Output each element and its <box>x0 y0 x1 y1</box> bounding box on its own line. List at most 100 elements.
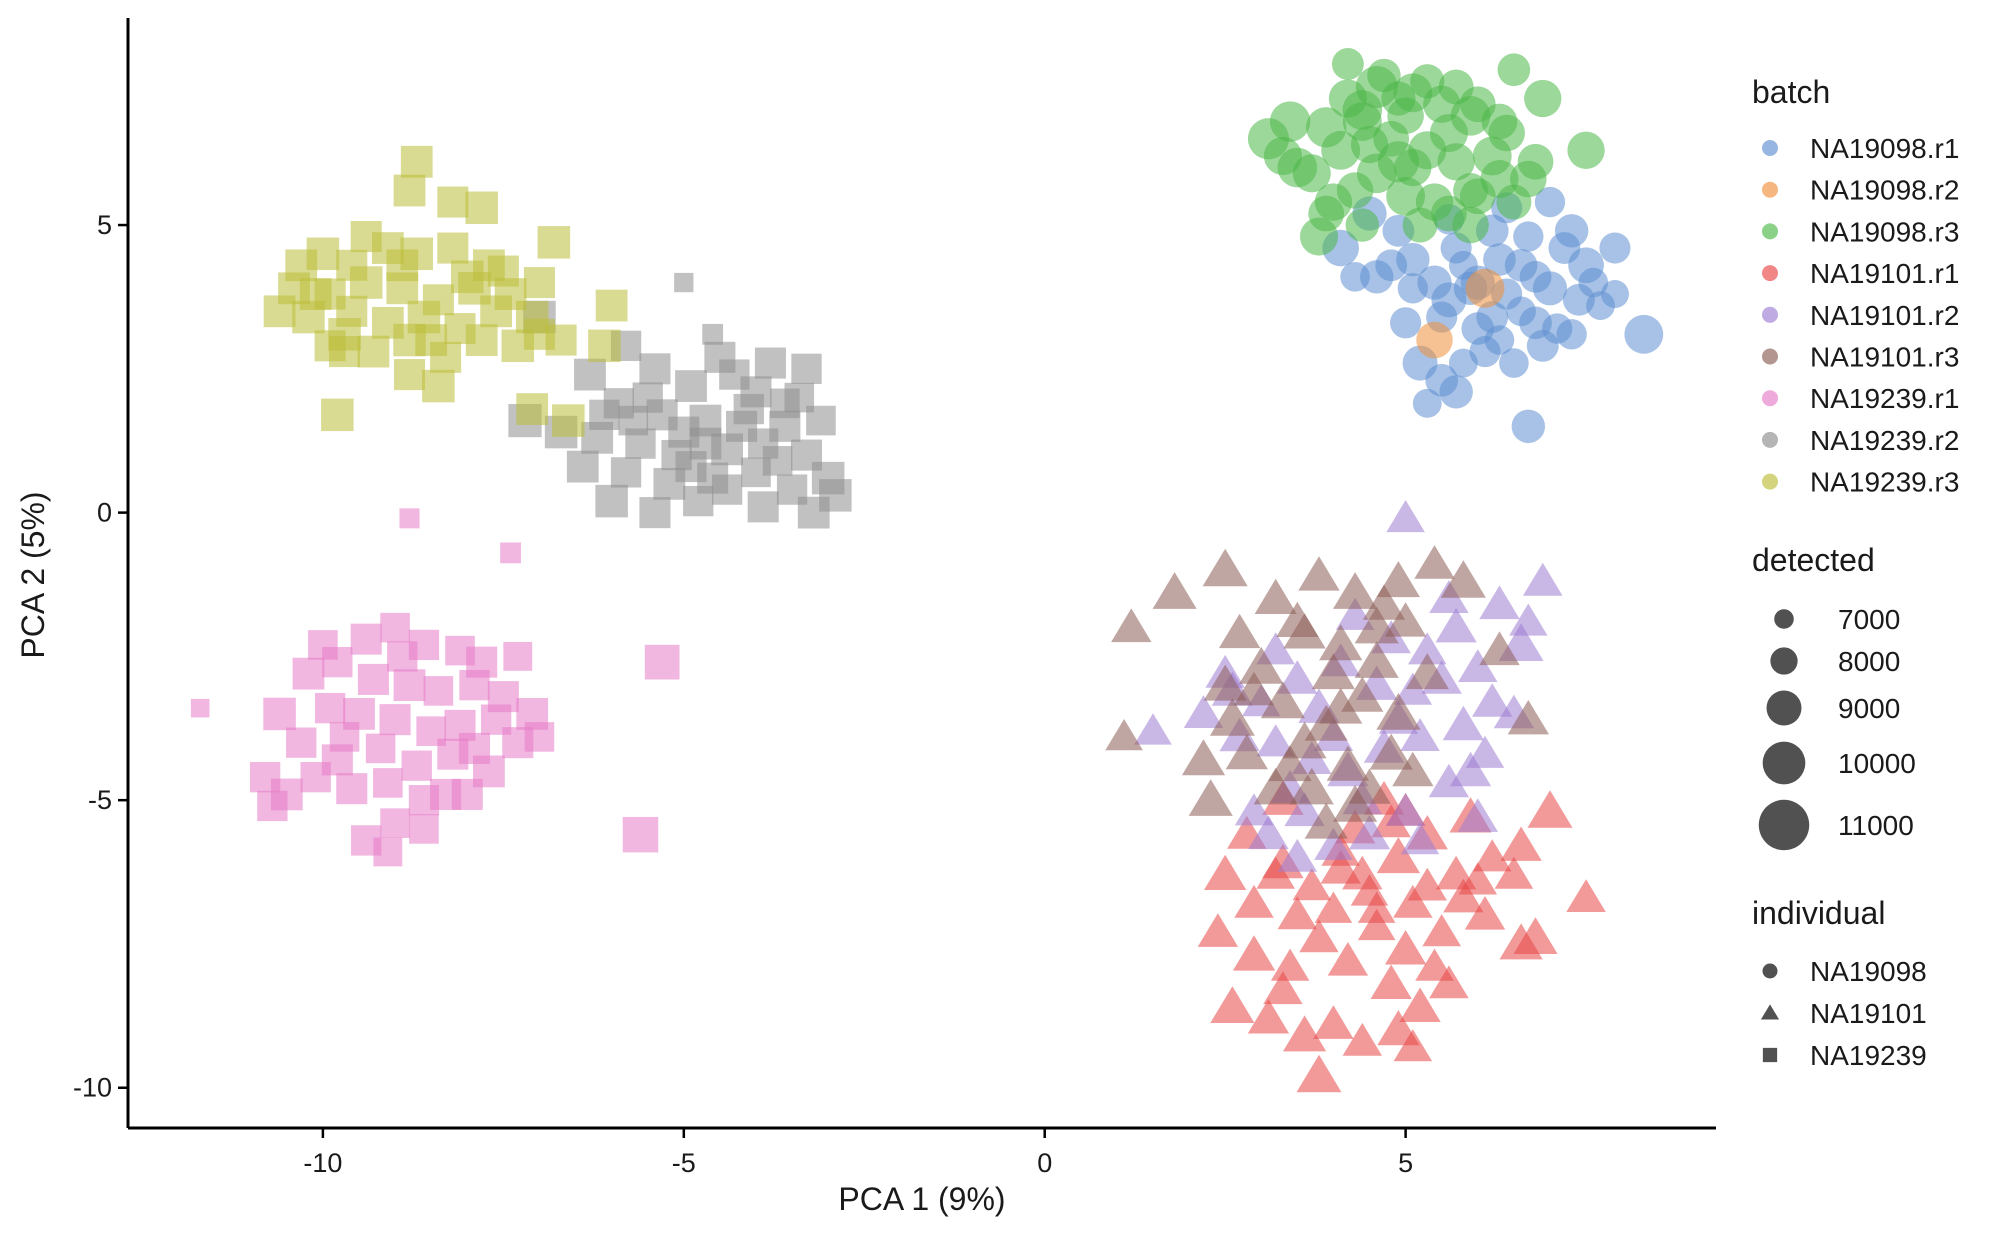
data-point <box>1385 602 1427 637</box>
data-point <box>263 697 296 731</box>
data-point <box>1457 798 1498 832</box>
data-point <box>380 612 410 643</box>
data-point <box>1534 186 1566 218</box>
data-point <box>702 323 724 345</box>
data-point <box>1376 837 1420 874</box>
data-point <box>365 733 396 764</box>
data-point <box>1527 790 1573 828</box>
x-tick-label: -10 <box>303 1148 342 1178</box>
legend-key-batch <box>1762 306 1778 323</box>
data-point <box>1276 601 1319 637</box>
data-point <box>400 145 433 178</box>
data-point <box>459 669 490 701</box>
data-point <box>797 496 830 529</box>
data-point <box>1263 136 1302 176</box>
data-point <box>754 347 786 379</box>
data-point <box>1386 176 1426 216</box>
data-point <box>1348 815 1391 850</box>
data-point <box>263 295 296 328</box>
data-point <box>399 508 420 529</box>
legend-key-detected <box>1766 690 1802 726</box>
data-point <box>516 393 549 425</box>
data-point <box>622 816 659 853</box>
data-point <box>1465 268 1505 308</box>
data-point <box>1438 69 1474 105</box>
y-axis-title: PCA 2 (5%) <box>15 491 51 658</box>
data-point <box>595 484 628 518</box>
data-point <box>286 727 317 758</box>
data-point <box>1400 822 1440 855</box>
data-point <box>1393 884 1433 918</box>
data-point <box>1566 879 1606 912</box>
data-point <box>1269 101 1311 142</box>
data-point <box>1342 1022 1382 1056</box>
axis-ticks: -10 -5 0 5 -10 -5 0 5 <box>73 210 1413 1178</box>
data-point <box>1188 779 1233 816</box>
data-point <box>1435 855 1477 890</box>
x-tick-label: 0 <box>1037 1148 1052 1178</box>
data-point <box>1408 632 1447 665</box>
data-point <box>1417 265 1452 300</box>
data-point <box>423 676 454 706</box>
data-point <box>357 335 390 368</box>
data-point <box>1183 695 1224 728</box>
data-point <box>1247 999 1290 1034</box>
data-point <box>1479 585 1520 620</box>
data-point <box>1111 608 1152 643</box>
data-point <box>1341 676 1384 712</box>
data-point <box>589 399 620 430</box>
data-point <box>1385 930 1427 965</box>
data-point <box>1435 608 1477 643</box>
data-point <box>500 542 521 564</box>
legend-label-batch: NA19098.r2 <box>1810 175 1959 206</box>
data-point <box>190 698 210 718</box>
data-point <box>1440 560 1486 598</box>
data-point <box>465 191 498 225</box>
data-point <box>1393 1029 1433 1062</box>
data-point <box>1299 217 1339 256</box>
data-point <box>1386 500 1425 533</box>
series-na19239-r1 <box>190 508 680 867</box>
data-point <box>393 174 426 207</box>
x-tick-label: 5 <box>1398 1148 1413 1178</box>
data-point <box>1254 578 1297 614</box>
data-point <box>1298 556 1340 591</box>
legend-label-batch: NA19101.r3 <box>1810 342 1959 373</box>
data-point <box>1442 705 1484 741</box>
data-point <box>552 404 585 437</box>
data-point <box>1449 751 1492 787</box>
data-point <box>1277 896 1318 930</box>
data-point <box>409 814 439 844</box>
data-point <box>1567 131 1605 169</box>
data-point <box>1248 815 1289 850</box>
legend-label-detected: 10000 <box>1838 748 1916 779</box>
legend-label-batch: NA19098.r1 <box>1810 133 1959 164</box>
data-point <box>1299 919 1339 953</box>
data-point <box>1510 160 1547 198</box>
data-point <box>387 641 418 672</box>
data-point <box>437 186 469 218</box>
data-point <box>1390 307 1422 339</box>
data-point <box>1452 206 1489 244</box>
data-point <box>393 669 426 702</box>
legend-key-batch <box>1762 223 1778 240</box>
data-point <box>618 405 649 436</box>
data-point <box>689 427 722 460</box>
data-point <box>1381 81 1416 116</box>
data-point <box>574 358 606 391</box>
legend-key-individual <box>1762 963 1778 979</box>
data-point <box>1484 325 1515 355</box>
data-point <box>1319 687 1363 724</box>
data-point <box>1313 1005 1354 1039</box>
data-point <box>1233 671 1275 706</box>
data-point <box>1481 103 1518 140</box>
data-point <box>1412 388 1442 418</box>
data-point <box>1507 700 1549 735</box>
data-point <box>292 657 325 690</box>
data-point <box>1524 79 1562 118</box>
data-point <box>1556 319 1587 350</box>
legend-label-individual: NA19098 <box>1810 956 1927 987</box>
legend-key-batch <box>1762 390 1778 407</box>
data-point <box>1319 624 1363 661</box>
legend-title-batch: batch <box>1752 74 1830 110</box>
